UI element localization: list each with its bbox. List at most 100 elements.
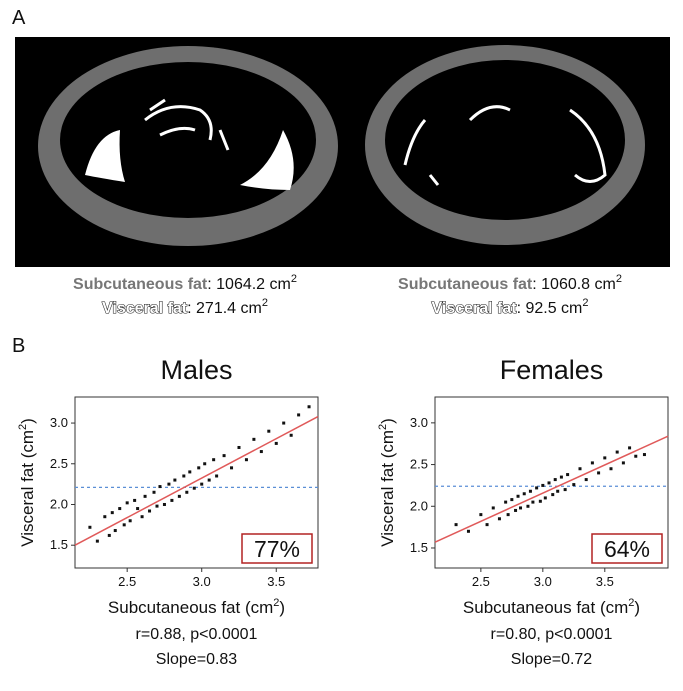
caption: Subcutaneous fat: 1064.2 cm2 (73, 273, 297, 293)
caption: Subcutaneous fat: 1060.8 cm2 (398, 273, 622, 293)
point (543, 496, 547, 500)
x-tick-label: 2.5 (472, 574, 490, 589)
point (182, 474, 186, 478)
point (497, 517, 501, 521)
caption: Visceral fat: 271.4 cm2 (102, 297, 268, 317)
point (454, 523, 458, 527)
ylabel-sup: 2 (17, 424, 29, 430)
point (259, 450, 263, 454)
point (553, 478, 557, 482)
slope: Slope=0.83 (156, 651, 238, 668)
point (203, 462, 207, 466)
x-tick-label: 3.0 (534, 574, 552, 589)
point (516, 494, 520, 498)
caption-sup: 2 (262, 297, 268, 309)
point (522, 492, 526, 496)
x-tick-label: 3.0 (193, 574, 211, 589)
point (531, 500, 535, 504)
point (133, 498, 137, 502)
point (107, 533, 111, 537)
point (188, 470, 192, 474)
point (479, 513, 483, 517)
point (167, 482, 171, 486)
xlabel-sup: 2 (628, 597, 634, 609)
caption-sup: 2 (582, 297, 588, 309)
point (158, 485, 162, 489)
point (110, 511, 114, 515)
point (173, 478, 177, 482)
point (634, 454, 638, 458)
y-tick-label: 2.5 (410, 457, 428, 472)
point (237, 445, 241, 449)
point (162, 502, 166, 506)
point (103, 515, 107, 519)
caption-sup: 2 (616, 273, 622, 285)
caption-name: Subcutaneous fat (73, 276, 208, 293)
point (590, 461, 594, 465)
point (125, 501, 129, 505)
point (551, 493, 555, 497)
panel-label: B (12, 335, 25, 357)
point (170, 498, 174, 502)
point (307, 405, 311, 409)
point (615, 450, 619, 454)
point (642, 453, 646, 457)
xlabel: Subcutaneous fat (cm2) (463, 597, 640, 617)
plot-frame (74, 396, 319, 569)
point (122, 523, 126, 527)
point (88, 525, 92, 529)
point (621, 461, 625, 465)
y-tick-label: 2.0 (410, 498, 428, 513)
fit-line (434, 435, 669, 543)
point (148, 509, 152, 513)
x-tick-label: 2.5 (118, 574, 136, 589)
ylabel: Visceral fat (cm2) (377, 418, 397, 547)
point (230, 466, 234, 470)
panel-label: A (12, 7, 26, 29)
ylabel-end: ) (378, 418, 397, 424)
point (200, 482, 204, 486)
point (185, 490, 189, 494)
stats: r=0.88, p<0.0001 (136, 626, 258, 643)
stats: r=0.80, p<0.0001 (491, 626, 613, 643)
fit-line (74, 415, 319, 546)
caption-value: : 271.4 cm (187, 300, 262, 317)
point (510, 498, 514, 502)
point (267, 429, 271, 433)
point (152, 490, 156, 494)
point (535, 486, 539, 490)
point (559, 475, 563, 479)
point (143, 494, 147, 498)
y-tick-label: 2.0 (50, 496, 68, 511)
point (584, 478, 588, 482)
point (136, 507, 140, 511)
xlabel-end: ) (279, 598, 285, 617)
point (222, 454, 226, 458)
point (578, 467, 582, 471)
point (603, 456, 607, 460)
ylabel: Visceral fat (cm2) (17, 418, 37, 547)
chart-title: Females (500, 355, 604, 385)
point (572, 483, 576, 487)
point (609, 467, 613, 471)
y-tick-label: 1.5 (50, 537, 68, 552)
ylabel-text: Visceral fat (cm (378, 430, 397, 547)
point (192, 486, 196, 490)
point (528, 489, 532, 493)
xlabel-end: ) (634, 598, 640, 617)
point (597, 471, 601, 475)
point (289, 433, 293, 437)
point (197, 466, 201, 470)
x-tick-label: 3.5 (596, 574, 614, 589)
percent-box (241, 533, 313, 564)
point (297, 413, 301, 417)
y-tick-label: 2.5 (50, 456, 68, 471)
point (155, 504, 159, 508)
y-tick-label: 1.5 (410, 540, 428, 555)
caption-name: Visceral fat (431, 300, 517, 317)
point (563, 488, 567, 492)
ylabel-text: Visceral fat (cm (18, 430, 37, 547)
point (274, 441, 278, 445)
point (140, 515, 144, 519)
